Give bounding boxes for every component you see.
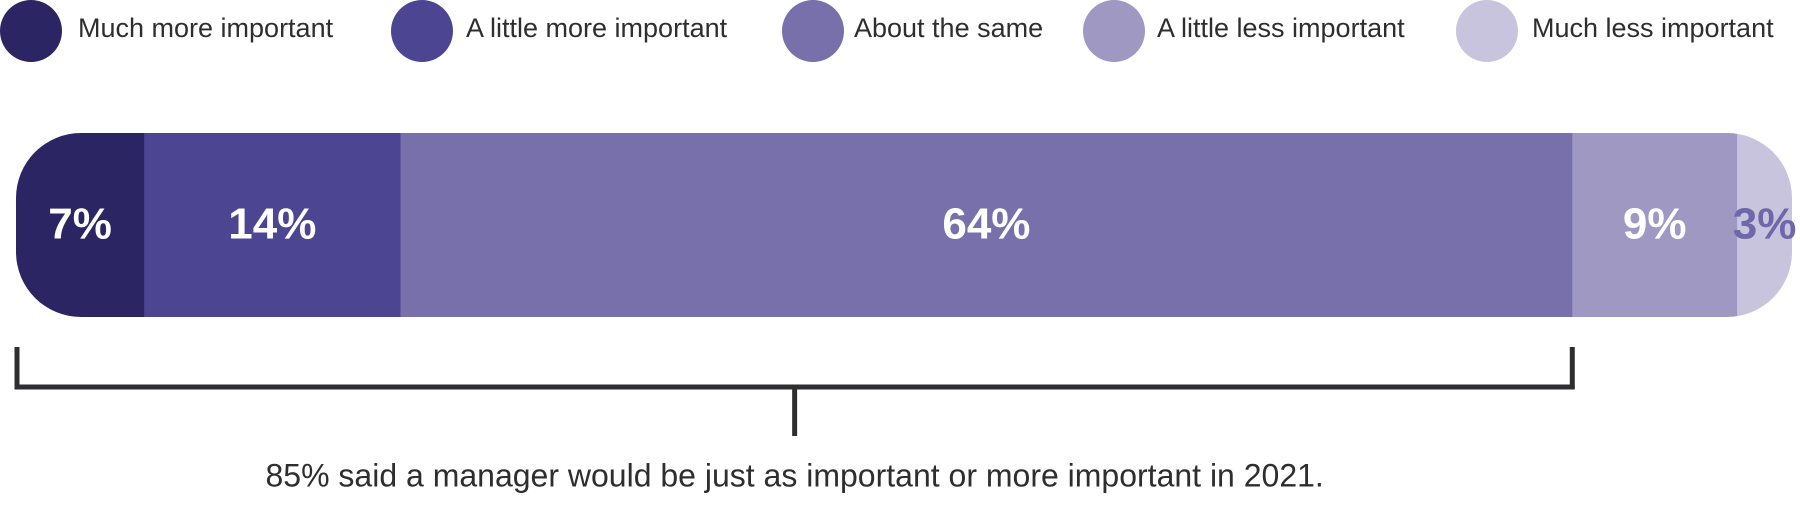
legend-swatch xyxy=(1083,0,1145,62)
annotation: 85% said a manager would be just as impo… xyxy=(265,457,1323,493)
bar-segment xyxy=(400,133,1573,317)
legend-swatch xyxy=(782,0,844,62)
value-label: 64% xyxy=(942,200,1030,249)
legend-label: A little more important xyxy=(466,13,728,43)
value-label: 9% xyxy=(1623,200,1687,249)
value-label: 7% xyxy=(48,200,112,249)
legend-swatch xyxy=(0,0,62,62)
bar-segment xyxy=(16,133,145,317)
legend-swatch xyxy=(1456,0,1518,62)
legend-label: Much less important xyxy=(1532,13,1774,43)
bar-group xyxy=(16,133,1792,317)
legend-label: A little less important xyxy=(1157,13,1405,43)
legend-label: About the same xyxy=(854,13,1043,43)
value-label: 3% xyxy=(1733,200,1797,249)
bar-segment xyxy=(1572,133,1738,317)
legend-swatch xyxy=(391,0,453,62)
bar-segment xyxy=(144,133,401,317)
bracket xyxy=(14,347,1575,436)
value-label: 14% xyxy=(228,200,316,249)
legend-label: Much more important xyxy=(78,13,334,43)
